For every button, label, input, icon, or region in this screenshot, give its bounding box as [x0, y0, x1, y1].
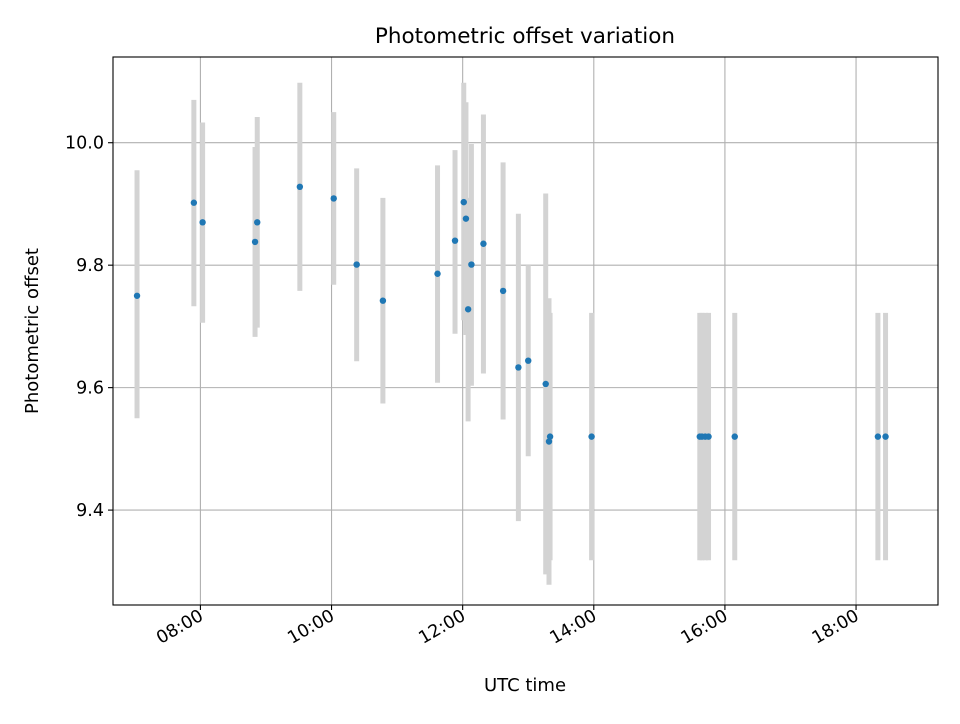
data-point	[542, 380, 549, 388]
data-point	[296, 183, 304, 191]
y-tick-label: 9.4	[76, 501, 104, 521]
x-axis-label: UTC time	[484, 675, 566, 696]
y-tick-label: 10.0	[65, 134, 104, 154]
point-layer	[133, 183, 889, 445]
data-point	[515, 364, 522, 371]
data-point	[464, 306, 472, 313]
data-point	[460, 198, 467, 206]
data-point	[705, 433, 712, 440]
data-point	[254, 219, 261, 226]
data-point	[434, 270, 441, 277]
data-point	[499, 287, 507, 295]
data-point	[451, 237, 459, 244]
plot-frame	[112, 56, 939, 606]
data-point	[588, 433, 595, 440]
data-point	[545, 438, 553, 445]
y-tick-label: 9.8	[76, 256, 104, 276]
data-point	[199, 219, 206, 226]
data-point	[133, 292, 141, 299]
data-point	[379, 297, 387, 304]
y-axis-label: Photometric offset	[22, 248, 43, 414]
data-point	[190, 199, 198, 206]
data-point	[546, 433, 554, 440]
data-point	[731, 433, 738, 440]
y-tick-label: 9.6	[76, 379, 104, 399]
data-point	[353, 261, 360, 268]
data-point	[462, 215, 470, 222]
data-point	[330, 195, 337, 202]
data-point	[882, 433, 889, 440]
chart-title: Photometric offset variation	[375, 24, 675, 49]
data-point	[874, 433, 882, 440]
data-point	[480, 240, 487, 247]
data-point	[251, 238, 259, 246]
data-point	[468, 261, 475, 268]
data-point	[525, 357, 532, 364]
